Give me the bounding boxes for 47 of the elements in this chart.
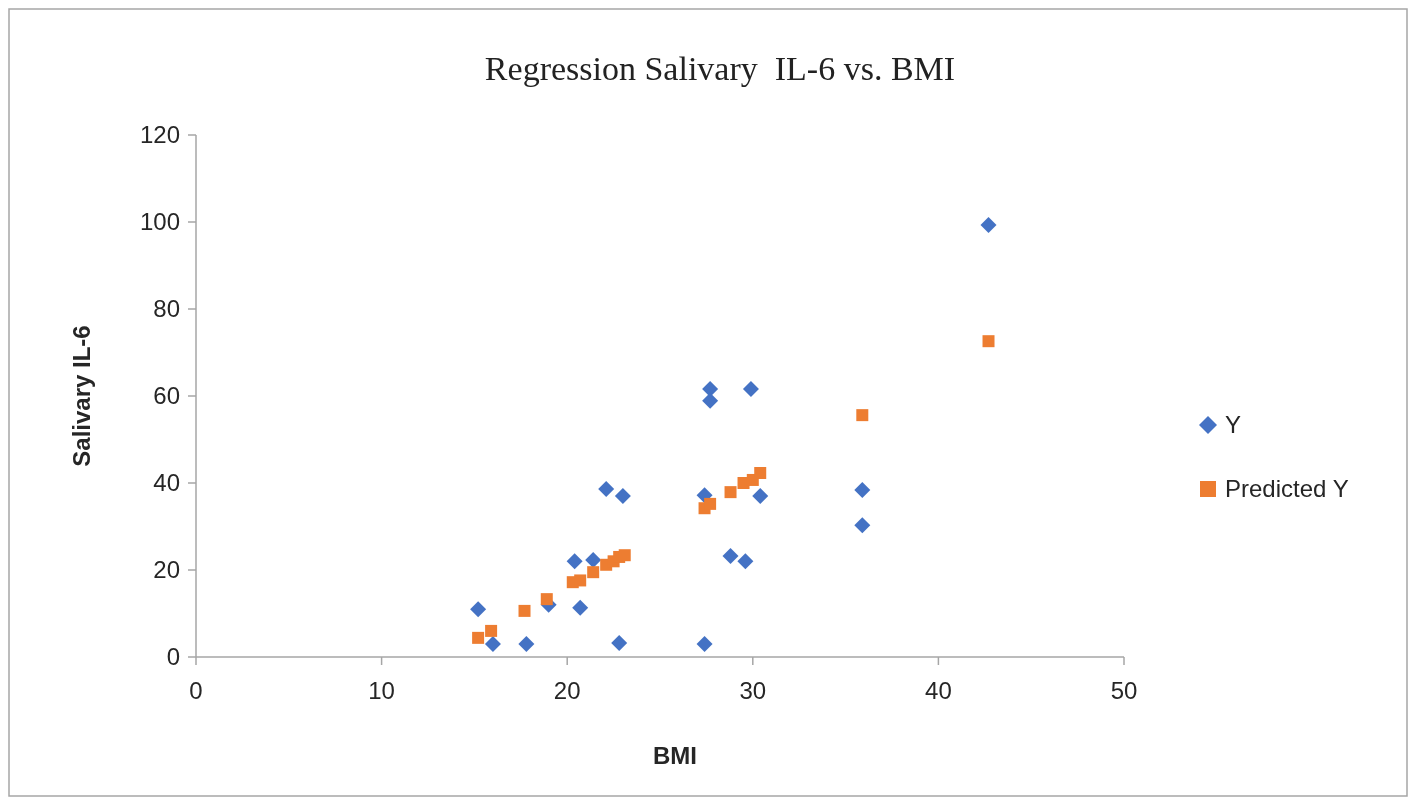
point [618, 549, 631, 562]
y-tick-label: 100 [139, 208, 180, 236]
point [754, 466, 767, 479]
point [485, 624, 498, 637]
point [752, 488, 769, 505]
y-tick-label: 120 [139, 121, 180, 149]
point [704, 497, 717, 510]
x-tick-label: 0 [189, 677, 203, 704]
y-tick-label: 20 [153, 556, 180, 584]
point [540, 593, 553, 606]
x-tick-label: 10 [368, 677, 395, 704]
point [574, 574, 587, 587]
chart-title: Regression Salivary IL-6 vs. BMI [484, 50, 956, 87]
point [585, 551, 602, 568]
point [742, 381, 759, 398]
y-axis-title: Salivary IL-6 [68, 325, 95, 467]
point [518, 604, 531, 617]
point [470, 601, 487, 618]
y-tick-label: 80 [153, 295, 180, 323]
x-tick-label: 50 [1110, 677, 1138, 704]
point [724, 486, 737, 499]
point [566, 553, 583, 570]
point [614, 488, 631, 505]
y-tick-label: 0 [166, 643, 180, 671]
legend-label: Y [1225, 411, 1242, 439]
legend-label: Predicted Y [1225, 475, 1349, 503]
point [982, 335, 995, 348]
x-axis-title: BMI [653, 742, 697, 769]
x-tick-label: 30 [739, 677, 767, 704]
point [737, 553, 754, 570]
point [472, 631, 485, 644]
point [611, 635, 628, 652]
point [854, 517, 871, 534]
point [856, 409, 869, 422]
point [598, 481, 615, 498]
point [484, 635, 501, 652]
point [854, 481, 871, 498]
point [980, 217, 997, 234]
point [518, 635, 535, 652]
point [696, 635, 713, 652]
y-tick-label: 40 [153, 469, 180, 497]
point [587, 566, 600, 579]
x-tick-label: 40 [925, 677, 952, 704]
point [572, 599, 589, 616]
x-tick-label: 20 [553, 677, 581, 704]
y-tick-label: 60 [153, 382, 180, 410]
point [722, 548, 739, 565]
